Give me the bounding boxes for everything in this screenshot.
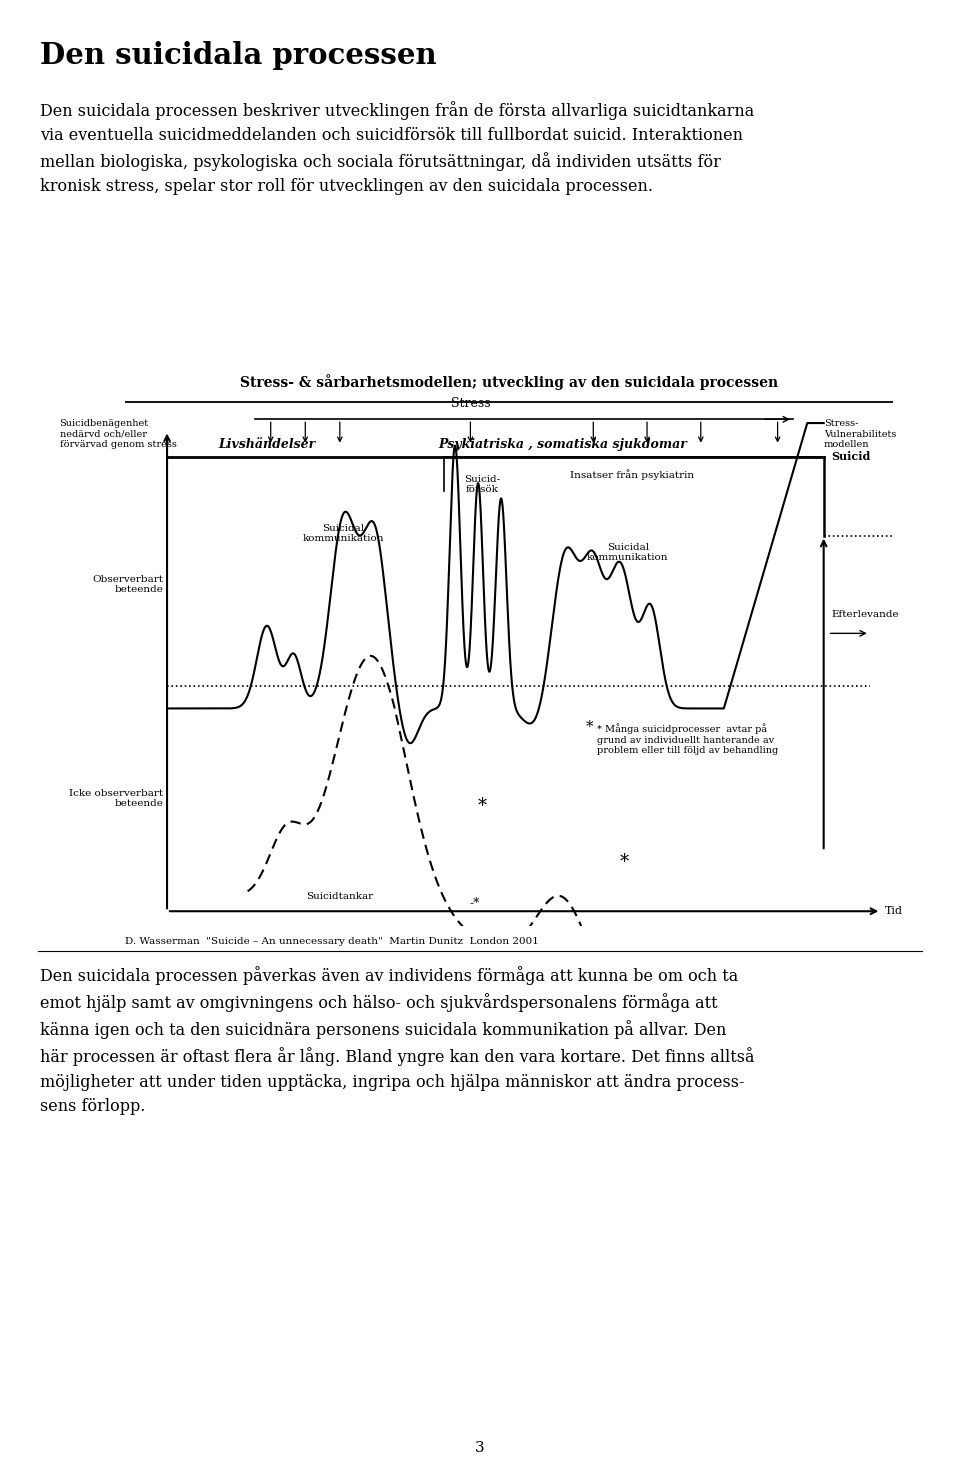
Text: Suicid: Suicid: [831, 452, 871, 462]
Text: Livshändelser: Livshändelser: [218, 437, 316, 451]
Text: *: *: [586, 720, 593, 734]
Text: 3: 3: [475, 1442, 485, 1455]
Text: Insatser från psykiatrin: Insatser från psykiatrin: [569, 468, 694, 480]
Text: Suicid-
försök: Suicid- försök: [464, 476, 500, 495]
Text: Den suicidala processen påverkas även av individens förmåga att kunna be om och : Den suicidala processen påverkas även av…: [40, 966, 755, 1114]
Text: D. Wasserman  "Suicide – An unnecessary death"  Martin Dunitz  London 2001: D. Wasserman "Suicide – An unnecessary d…: [125, 937, 539, 946]
Text: Stress-
Vulnerabilitets
modellen: Stress- Vulnerabilitets modellen: [824, 419, 896, 449]
Text: Stress- & sårbarhetsmodellen; utveckling av den suicidala processen: Stress- & sårbarhetsmodellen; utveckling…: [240, 375, 778, 390]
Text: Tid: Tid: [885, 906, 903, 916]
Text: Den suicidala processen beskriver utvecklingen från de första allvarliga suicidt: Den suicidala processen beskriver utveck…: [40, 101, 755, 196]
Text: Suicidtankar: Suicidtankar: [306, 892, 373, 901]
Text: Icke observerbart
beteende: Icke observerbart beteende: [69, 788, 163, 808]
Text: Suicidal
kommunikation: Suicidal kommunikation: [588, 542, 668, 562]
Text: Stress: Stress: [450, 397, 491, 409]
Text: Suicidbenägenhet
nedärvd och/eller
förvärvad genom stress: Suicidbenägenhet nedärvd och/eller förvä…: [60, 419, 177, 449]
Text: -*: -*: [469, 895, 479, 908]
Text: Observerbart
beteende: Observerbart beteende: [92, 575, 163, 594]
Text: Den suicidala processen: Den suicidala processen: [40, 41, 437, 71]
Text: * Många suicidprocesser  avtar på
grund av individuellt hanterande av
problem el: * Många suicidprocesser avtar på grund a…: [597, 723, 779, 754]
Text: *: *: [477, 797, 487, 815]
Text: *: *: [619, 854, 629, 871]
Text: Psykiatriska , somatiska sjukdomar: Psykiatriska , somatiska sjukdomar: [438, 437, 687, 451]
Text: Efterlevande: Efterlevande: [831, 611, 899, 619]
Text: Suicidal
kommunikation: Suicidal kommunikation: [303, 523, 384, 544]
